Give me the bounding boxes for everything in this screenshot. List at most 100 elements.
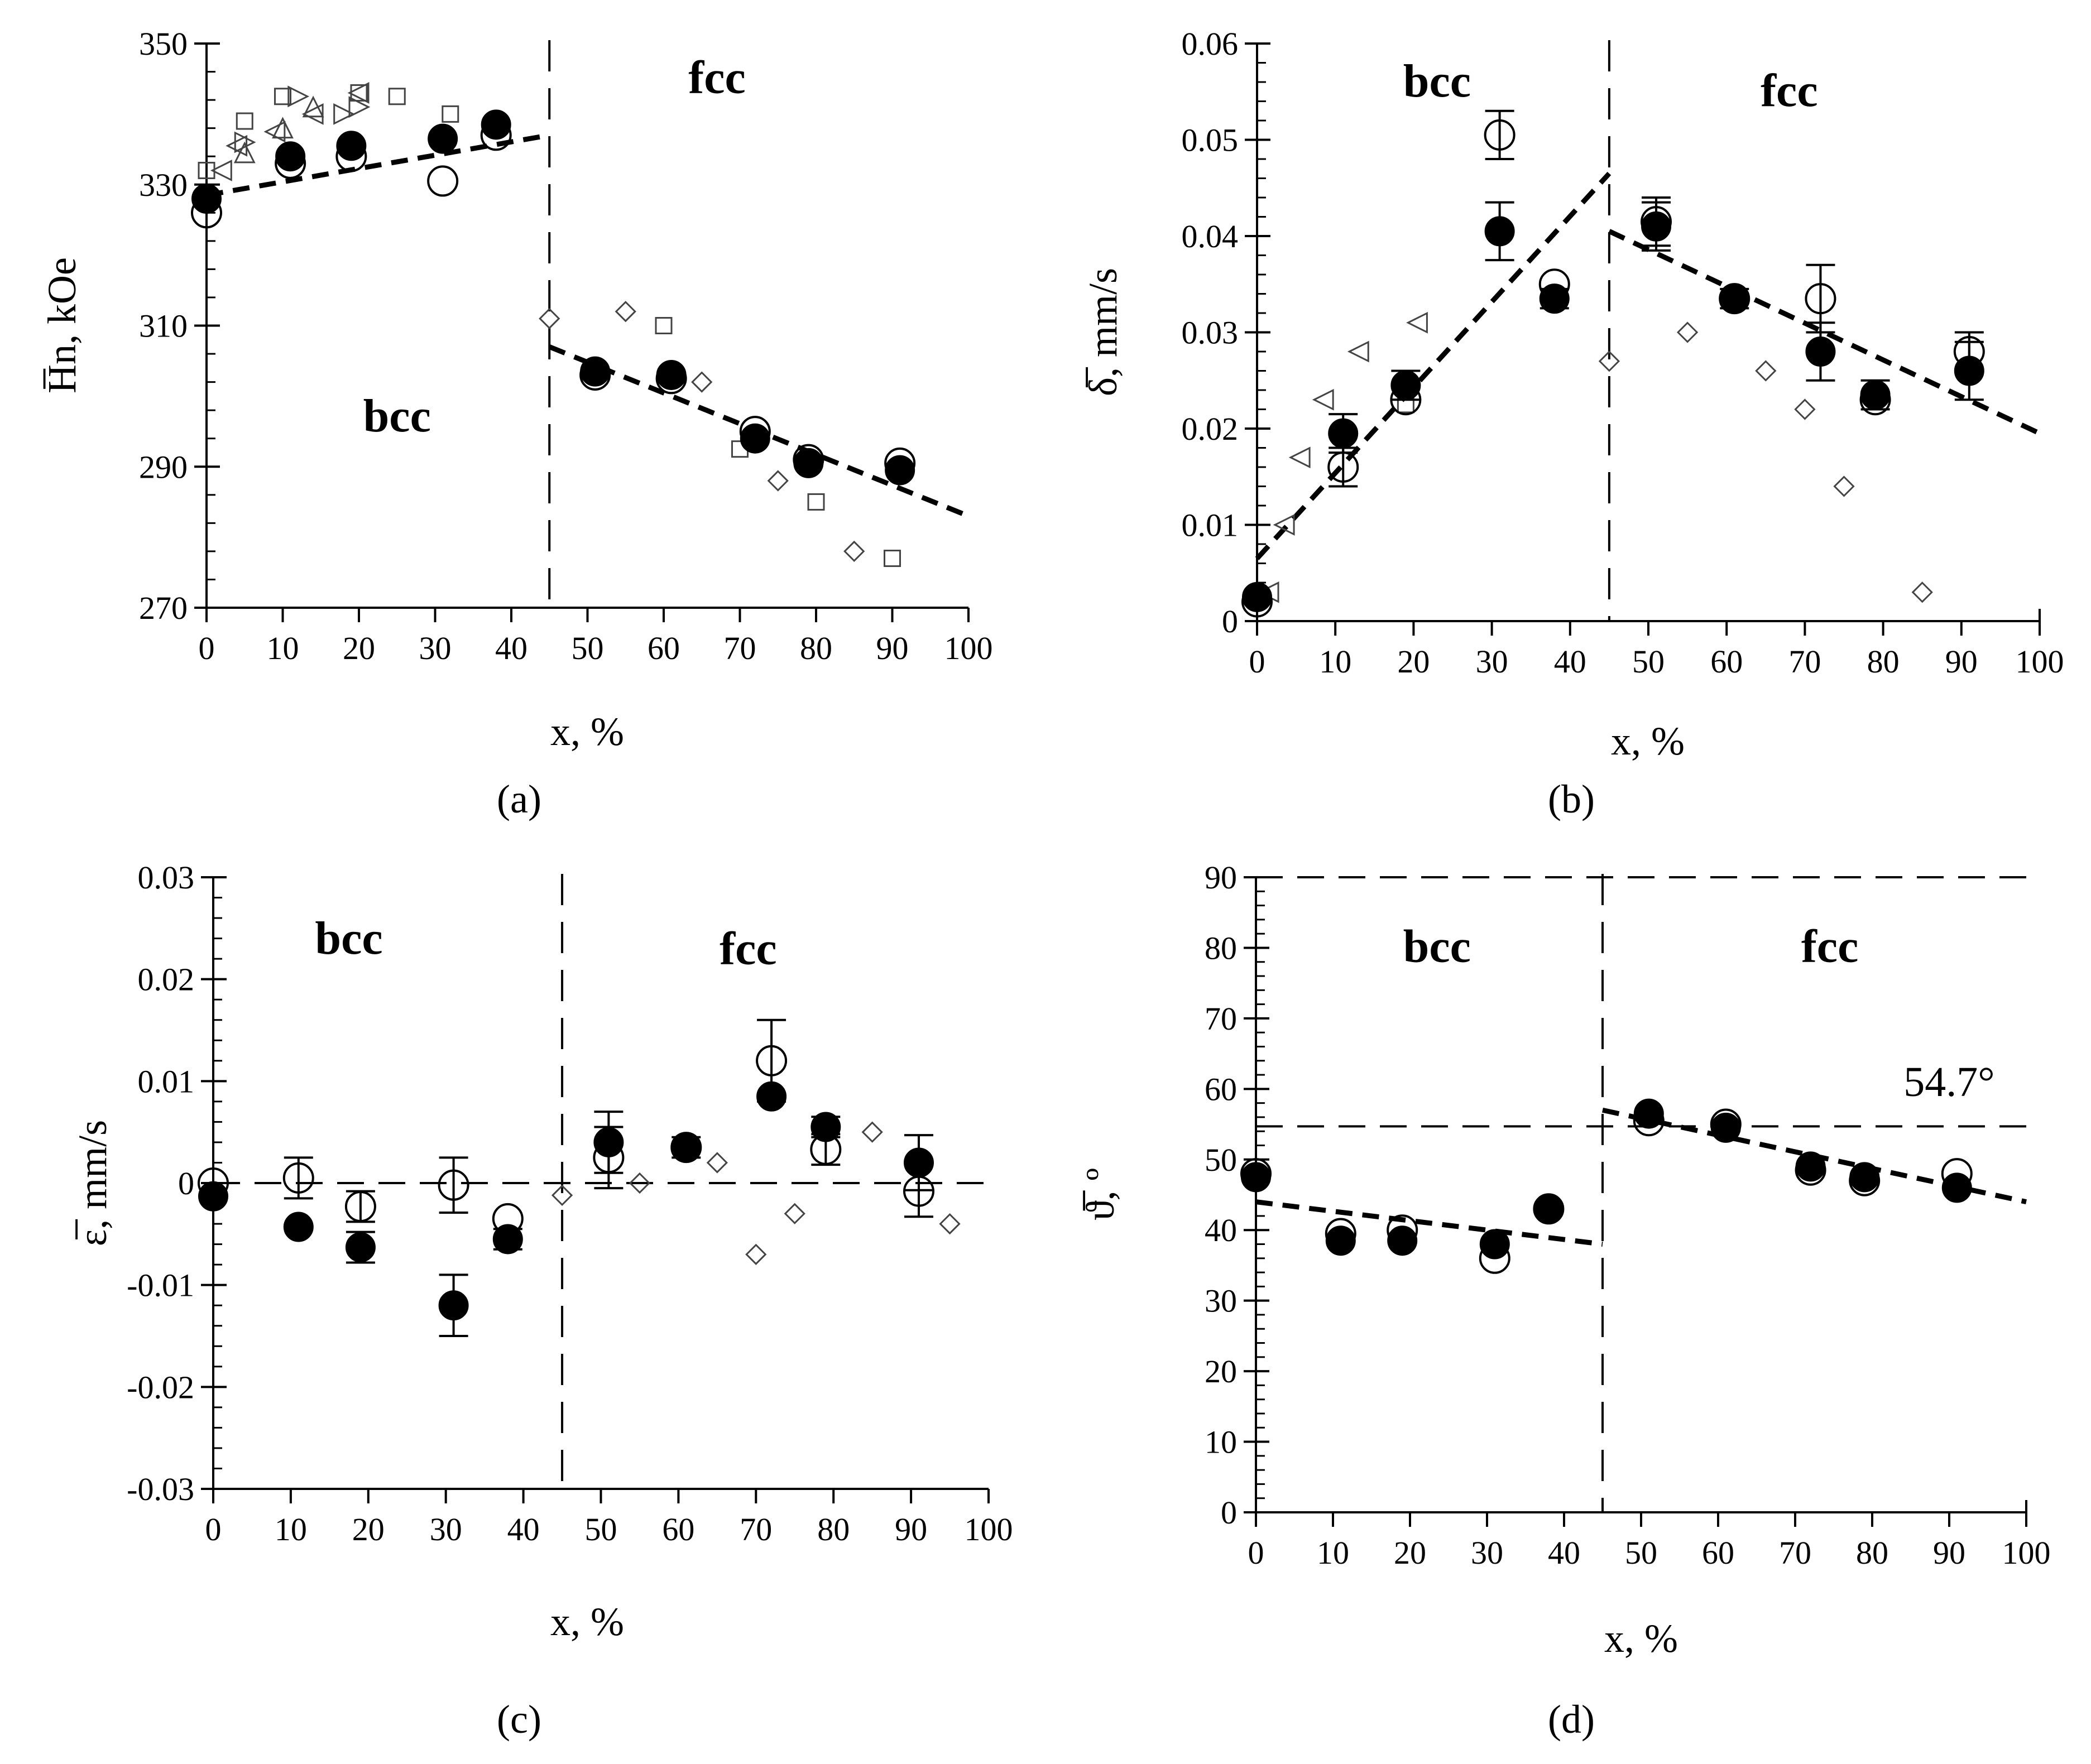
data-point (939, 1213, 961, 1235)
x-tick-label: 50 (572, 630, 604, 666)
y-tick-label: 0 (1222, 603, 1238, 640)
y-tick-label: 350 (139, 26, 188, 62)
x-tick-label: 60 (1710, 643, 1743, 680)
data-point (234, 131, 256, 153)
y-tick-label: 70 (1205, 1001, 1237, 1037)
x-tick-label: 60 (1702, 1535, 1734, 1571)
y-axis-title: ϑ̅, º (1078, 1168, 1123, 1220)
y-tick-label: 270 (139, 590, 188, 626)
data-point (481, 109, 511, 140)
panel-label: (a) (497, 777, 541, 821)
y-tick-label: 0.06 (1182, 26, 1239, 62)
data-point (236, 112, 253, 130)
x-tick-label: 80 (800, 630, 832, 666)
data-point (233, 141, 256, 164)
y-axis-title: δ̅, mm/s (1081, 268, 1125, 396)
series-open-diamonds (551, 1121, 961, 1265)
data-point (884, 550, 901, 568)
chart-panel-a: 270 290 310 330 350 0 10 20 30 40 50 60 70 80 90 100 x, … (40, 26, 993, 821)
data-point (1325, 1225, 1356, 1256)
x-tick-label: 20 (352, 1511, 385, 1547)
region-label-fcc: fcc (720, 922, 777, 974)
data-point (1484, 119, 1516, 151)
panel-label: (b) (1548, 777, 1595, 821)
x-tick-label: 90 (1945, 643, 1978, 680)
data-point (706, 1152, 728, 1174)
data-point (1710, 1112, 1741, 1143)
data-point (793, 448, 824, 478)
y-tick-label: 10 (1205, 1424, 1237, 1460)
data-point (1755, 360, 1777, 382)
data-point (344, 1191, 376, 1223)
y-tick-label: 0.04 (1182, 218, 1239, 254)
y-tick-label: 0 (1221, 1494, 1237, 1531)
x-axis-title: x, % (1611, 719, 1685, 763)
region-label-fcc: fcc (688, 51, 746, 103)
data-point (1390, 370, 1421, 401)
x-tick-label: 80 (1856, 1535, 1888, 1571)
region-label-bcc: bcc (315, 912, 382, 964)
x-tick-label: 100 (2016, 643, 2064, 680)
region-label-fcc: fcc (1801, 921, 1859, 973)
data-point (283, 1212, 314, 1242)
region-label-bcc: bcc (363, 390, 431, 442)
x-axis-title: x, % (550, 709, 624, 754)
data-point (1860, 379, 1891, 410)
data-point (1941, 1172, 1972, 1203)
y-tick-label: 0.03 (1182, 315, 1239, 351)
x-tick-label: 70 (740, 1511, 772, 1547)
data-point (580, 356, 611, 387)
x-tick-label: 80 (1867, 643, 1900, 680)
x-tick-label: 10 (267, 630, 299, 666)
x-tick-label: 100 (944, 630, 993, 666)
data-point (1805, 283, 1836, 315)
y-tick-label: 20 (1205, 1353, 1237, 1390)
trend-line (1255, 171, 1612, 560)
data-point (427, 165, 459, 197)
data-point (274, 88, 291, 105)
data-point (282, 1162, 314, 1194)
region-label-bcc: bcc (1403, 921, 1471, 973)
panel-label: (c) (497, 1697, 541, 1742)
x-tick-label: 60 (662, 1511, 694, 1547)
data-point (333, 103, 356, 125)
y-axis-title: H̅n, kOe (40, 257, 84, 393)
data-point (1328, 418, 1359, 449)
data-point (1911, 581, 1933, 603)
data-point (438, 1169, 469, 1201)
chart-panel-b: 0 0.01 0.02 0.03 0.04 0.05 0.06 0 10 20 30 40 50 60 70… (1081, 26, 2064, 821)
x-tick-label: 70 (1788, 643, 1821, 680)
data-point (348, 96, 371, 118)
data-point (1539, 283, 1570, 314)
x-tick-label: 30 (1476, 643, 1508, 680)
panel-label: (d) (1548, 1697, 1595, 1742)
data-point (275, 141, 306, 172)
data-point (740, 423, 770, 454)
axes: 0 10 20 30 40 50 60 70 80 90 0 10 20 30 40 50 60 70 80 90 10… (1205, 859, 2051, 1571)
x-tick-label: 20 (1394, 1535, 1426, 1571)
data-point (655, 317, 673, 334)
x-tick-label: 70 (1779, 1535, 1811, 1571)
data-point (756, 1081, 787, 1112)
data-point (1479, 1229, 1510, 1260)
x-tick-label: 30 (419, 630, 452, 666)
x-tick-label: 100 (2002, 1535, 2051, 1571)
trend-line (206, 132, 550, 198)
data-point (807, 493, 825, 511)
axes: -0.03 -0.02 -0.01 0 0.01 0.02 0.03 0 10 20 30 40 50 6… (127, 859, 1013, 1547)
data-point (843, 540, 865, 563)
data-point (671, 1132, 702, 1163)
y-tick-label: 0.05 (1182, 122, 1239, 158)
x-tick-label: 50 (585, 1511, 617, 1547)
data-point (1676, 321, 1699, 343)
y-tick-label: 0.02 (138, 962, 195, 998)
data-point (1833, 475, 1855, 497)
data-point (1795, 1151, 1826, 1182)
data-point (756, 1045, 788, 1076)
data-point (1347, 340, 1369, 363)
y-tick-label: 330 (139, 167, 188, 203)
data-point (1641, 211, 1672, 242)
x-tick-label: 10 (1319, 643, 1351, 680)
axes: 270 290 310 330 350 0 10 20 30 40 50 60 70 80 90 100 (139, 26, 993, 666)
